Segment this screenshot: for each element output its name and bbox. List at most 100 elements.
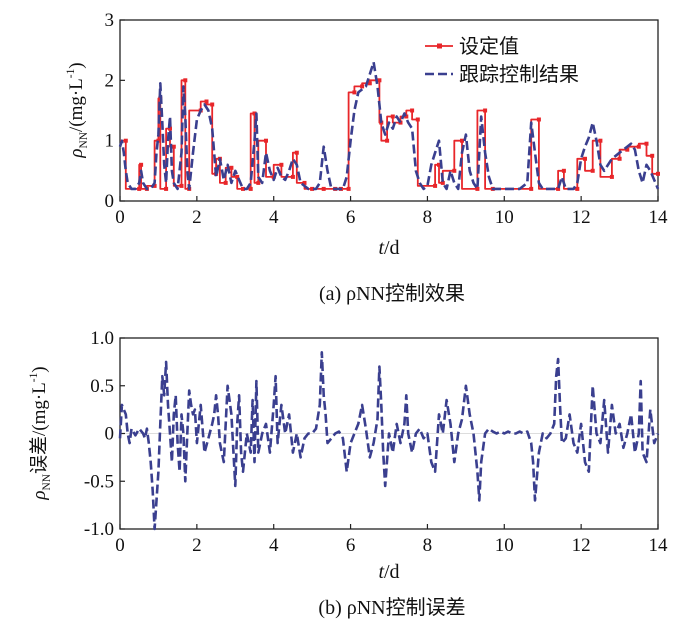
chart-a-series-0-point <box>650 153 655 158</box>
chart-a-series-0-point <box>377 78 382 83</box>
chart-a-y-tick-label: 3 <box>105 10 115 31</box>
chart-a-series-0-point <box>360 84 365 89</box>
chart-a-series-0-point <box>656 171 660 176</box>
chart-a-series-0-point <box>164 186 169 191</box>
chart-a-series-0-point <box>452 168 457 173</box>
chart-a-series-0-point <box>437 162 441 167</box>
chart-a-series-0-point <box>279 162 284 167</box>
chart-a-series-0-point <box>415 117 420 122</box>
chart-b-y-axis-label: ρNN误差/(mg·L-1) <box>28 366 53 500</box>
chart-a-x-tick-label: 2 <box>192 207 202 228</box>
chart-a-series-0-point <box>229 165 234 170</box>
chart-b-x-tick-label: 10 <box>495 535 514 556</box>
chart-a-series-0-point <box>223 180 228 185</box>
chart-a-series-0-point <box>152 183 157 188</box>
chart-b-x-tick-label: 0 <box>115 535 125 556</box>
chart-a-series-0-point <box>235 174 240 179</box>
chart-a-series-0-point <box>248 186 253 191</box>
chart-a-series <box>118 60 660 191</box>
chart-a-series-0-point <box>256 180 261 185</box>
chart-b-x-tick-label: 6 <box>346 535 356 556</box>
chart-b-y-tick-label: -1.0 <box>84 519 114 540</box>
chart-a-series-0-point <box>385 138 390 143</box>
chart-a-y-tick-label: 2 <box>105 70 115 91</box>
chart-b-y-tick-label: 0.5 <box>90 376 114 397</box>
chart-a-series-0-point <box>294 150 299 155</box>
chart-a-series-0-point <box>367 81 372 86</box>
chart-b-ticks: 0 2 4 6 8 10 12 14 -1.0 -0.5 0 0.5 1.0 <box>84 328 668 556</box>
chart-a-series-0-point <box>123 138 128 143</box>
chart-a-series-0-point <box>625 147 630 152</box>
chart-a-series-0-point <box>529 186 534 191</box>
chart-a-series-0-point <box>609 174 614 179</box>
chart-a-series-0-point <box>137 186 142 191</box>
chart-b: 0 2 4 6 8 10 12 14 -1.0 -0.5 0 0.5 1.0 t/d ρNN误差/(mg… <box>28 328 668 619</box>
chart-a-series-0-point <box>321 186 326 191</box>
chart-a-y-tick-label: 0 <box>105 191 115 212</box>
chart-a-x-tick-label: 10 <box>495 207 514 228</box>
chart-a-series-0-point <box>241 186 245 191</box>
chart-a-y-axis-label: ρNN/(mg·L-1) <box>65 62 90 158</box>
chart-a-series-0-line <box>120 79 658 190</box>
chart-a-series-0-point <box>483 108 488 113</box>
legend-marker-0 <box>437 43 442 49</box>
chart-a-series-0-point <box>204 99 209 104</box>
chart-b-x-tick-label: 2 <box>192 535 202 556</box>
chart-a-series-0-point <box>536 117 541 122</box>
chart-b-caption: (b) ρNN控制误差 <box>318 596 465 619</box>
chart-a-series-0-point <box>290 174 295 179</box>
chart-a-caption: (a) ρNN控制效果 <box>319 282 465 305</box>
chart-a-series-0-point <box>346 186 351 191</box>
chart-a-x-tick-label: 12 <box>572 207 591 228</box>
chart-a-series-0-point <box>390 114 395 119</box>
chart-a-series-0-point <box>310 186 315 191</box>
chart-a-x-tick-label: 4 <box>269 207 279 228</box>
chart-a-x-tick-label: 14 <box>649 207 669 228</box>
chart-a-y-tick-label: 1 <box>105 131 115 152</box>
chart-a-series-0-point <box>460 138 464 143</box>
chart-a-series-0-point <box>617 156 622 161</box>
chart-a-series-0-point <box>644 141 649 146</box>
chart-b-x-tick-label: 8 <box>423 535 433 556</box>
chart-b-y-tick-label: 0 <box>105 424 115 445</box>
chart-a-series-0-point <box>210 102 215 107</box>
chart-b-series <box>118 350 660 531</box>
legend-label-1: 跟踪控制结果 <box>459 63 579 86</box>
chart-a-plot-frame <box>119 19 659 202</box>
chart-a-series-0-point <box>179 183 184 188</box>
chart-a-series-0-point <box>475 186 480 191</box>
chart-a-series-0-point <box>440 180 445 185</box>
chart-a-series-0-point <box>583 156 587 161</box>
chart-b-x-tick-label: 12 <box>572 535 591 556</box>
chart-b-x-tick-label: 14 <box>649 535 669 556</box>
chart-a-series-0-point <box>264 138 268 143</box>
chart-a-series-0-point <box>575 186 580 191</box>
chart-b-y-tick-label: 1.0 <box>90 328 114 349</box>
chart-b-x-tick-label: 4 <box>269 535 279 556</box>
chart-b-y-tick-label: -0.5 <box>84 471 114 492</box>
chart-a-series-0-point <box>252 111 257 116</box>
chart-a-x-tick-label: 6 <box>346 207 356 228</box>
chart-a-series-0-point <box>590 168 595 173</box>
chart-a-series-0-point <box>302 180 307 185</box>
chart-a-series-0-point <box>139 162 144 167</box>
chart-a-series-0-point <box>398 120 403 125</box>
chart-a-series-0-point <box>183 78 188 83</box>
chart-a-x-axis-label: t/d <box>378 237 399 259</box>
chart-a-series-0-point <box>404 114 409 119</box>
chart-b-series-0-line <box>118 350 660 531</box>
legend-label-0: 设定值 <box>459 35 519 58</box>
chart-a-series-0-point <box>168 126 172 131</box>
chart-a-series-0-point <box>556 186 561 191</box>
chart-b-x-axis-label: t/d <box>378 561 399 583</box>
chart-a-x-tick-label: 8 <box>423 207 433 228</box>
chart-a-series-0-point <box>561 168 566 173</box>
chart-a-series-0-point <box>352 90 357 95</box>
chart-a-series-0-point <box>433 183 438 188</box>
chart-a-series-0-point <box>598 138 603 143</box>
chart-a-series-0-point <box>171 144 176 149</box>
